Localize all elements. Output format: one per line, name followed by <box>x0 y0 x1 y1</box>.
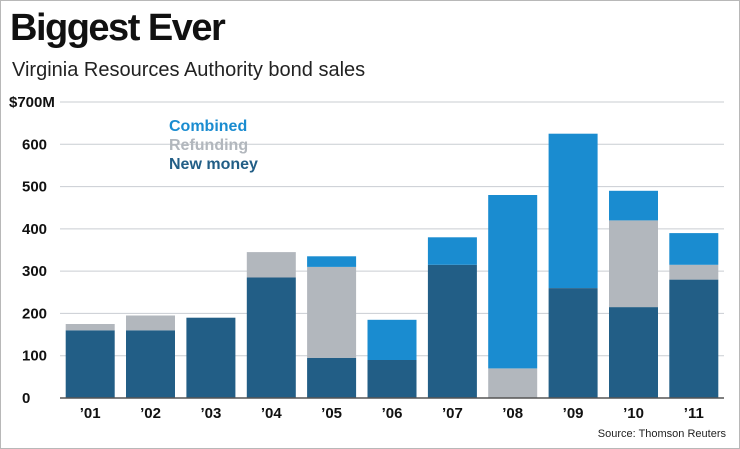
bar-segment-new-money <box>65 330 115 398</box>
x-tick-label: ’05 <box>321 405 342 422</box>
x-tick-label: ’04 <box>261 405 283 422</box>
bar-segment-new-money <box>427 264 477 398</box>
legend-label-refunding: Refunding <box>169 137 248 154</box>
bar-segment-combined <box>548 133 598 288</box>
x-tick-label: ’03 <box>200 405 221 422</box>
x-tick-label: ’06 <box>382 405 403 422</box>
bar-segment-combined <box>488 195 538 369</box>
y-tick-label: 300 <box>22 263 47 280</box>
x-tick-label: ’01 <box>80 405 101 422</box>
bar-segment-new-money <box>126 330 175 398</box>
bar-segment-refunding <box>65 324 115 331</box>
y-tick-label: 200 <box>22 305 47 322</box>
legend: Combined Refunding New money <box>169 118 258 173</box>
chart-title: Biggest Ever <box>10 7 226 49</box>
bar-segment-combined <box>367 319 417 360</box>
x-tick-label: ’08 <box>502 405 523 422</box>
x-tick-label: ’10 <box>623 405 644 422</box>
legend-label-combined: Combined <box>169 118 247 135</box>
x-tick-label: ’07 <box>442 405 463 422</box>
y-tick-label: 400 <box>22 221 47 238</box>
bar-segment-combined <box>307 256 357 267</box>
y-tick-label: 500 <box>22 179 47 196</box>
bar-segment-new-money <box>367 359 417 398</box>
bars <box>60 133 724 399</box>
y-tick-label: 0 <box>22 390 30 407</box>
bar-segment-new-money <box>669 279 719 398</box>
bar-segment-new-money <box>548 288 598 398</box>
chart-subtitle: Virginia Resources Authority bond sales <box>12 59 366 81</box>
y-tick-label: 100 <box>22 348 47 365</box>
x-axis-ticks: ’01 ’02 ’03 ’04 ’05 ’06 ’07 ’08 ’09 ’10 ’11 <box>80 405 704 422</box>
bar-segment-new-money <box>246 277 296 398</box>
bar-segment-combined <box>609 190 658 221</box>
bar-segment-new-money <box>186 317 236 398</box>
bar-segment-new-money <box>307 357 357 398</box>
bar-segment-refunding <box>669 264 719 280</box>
legend-label-new-money: New money <box>169 156 258 173</box>
y-axis-ticks: 0 100 200 300 400 500 600 $700M <box>9 94 55 407</box>
y-tick-label: $700M <box>9 94 55 111</box>
bar-segment-combined <box>669 233 719 265</box>
bar-segment-combined <box>427 237 477 265</box>
bar-segment-new-money <box>609 307 658 398</box>
source-note: Source: Thomson Reuters <box>597 428 726 440</box>
bar-segment-refunding <box>246 252 296 278</box>
x-tick-label: ’09 <box>563 405 584 422</box>
bar-segment-refunding <box>307 266 357 358</box>
x-tick-label: ’11 <box>684 405 704 422</box>
bar-segment-refunding <box>126 315 175 331</box>
bar-segment-refunding <box>488 368 538 398</box>
x-tick-label: ’02 <box>140 405 161 422</box>
y-tick-label: 600 <box>22 136 47 153</box>
bar-segment-refunding <box>609 220 658 308</box>
